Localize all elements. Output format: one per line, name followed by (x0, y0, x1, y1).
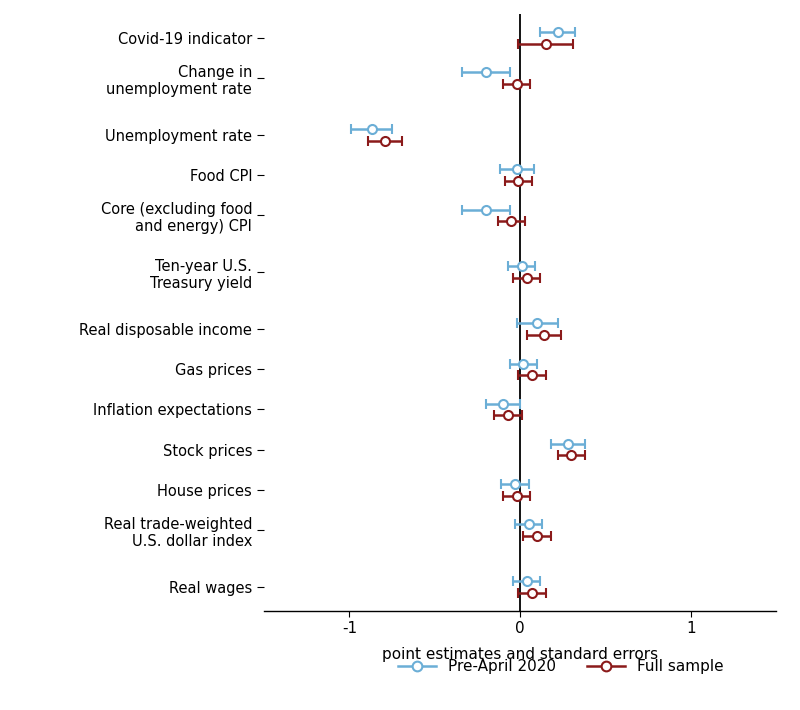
Legend: Pre-April 2020, Full sample: Pre-April 2020, Full sample (392, 653, 730, 680)
X-axis label: point estimates and standard errors: point estimates and standard errors (382, 647, 658, 662)
